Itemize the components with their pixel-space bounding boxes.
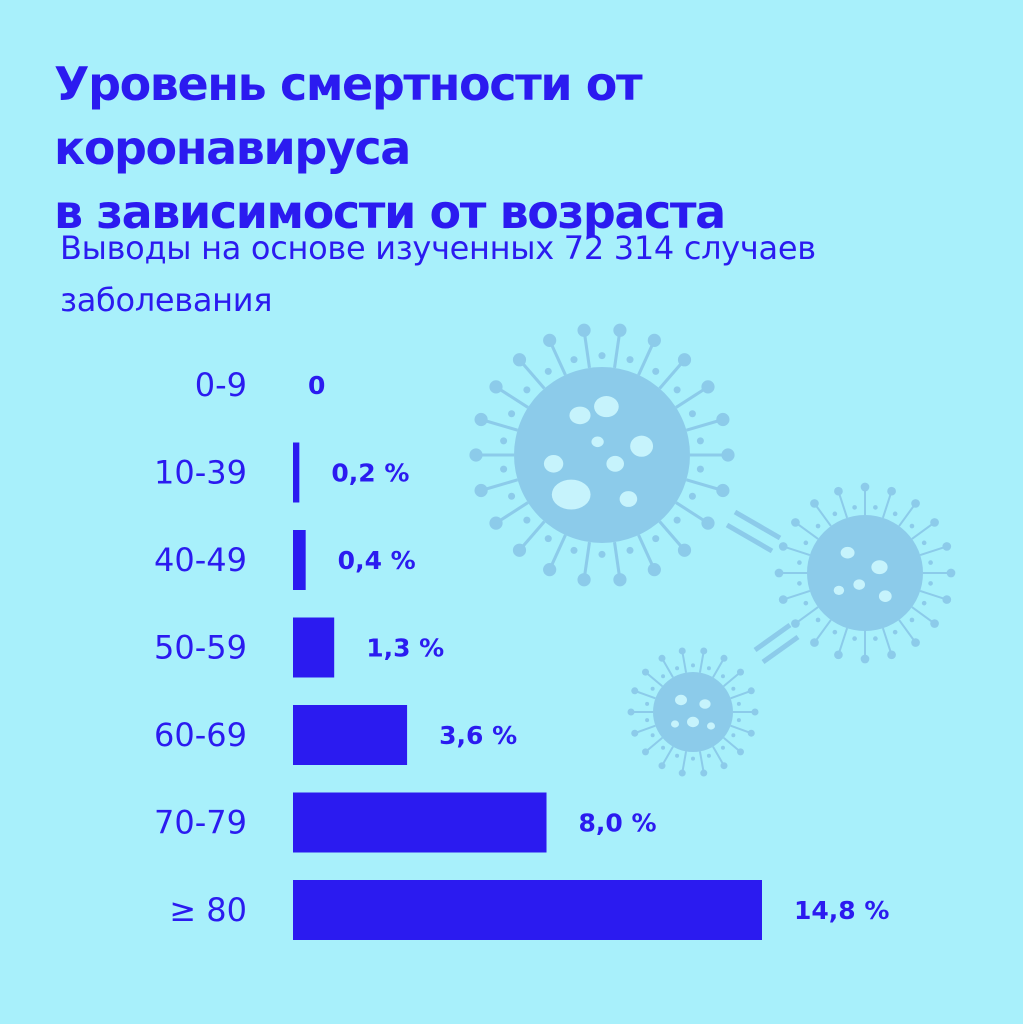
category-label: 0-9	[195, 366, 247, 404]
value-label: 0,2 %	[331, 459, 409, 488]
category-label: 10-39	[154, 454, 247, 492]
value-label: 8,0 %	[579, 809, 657, 838]
coronavirus-molecule-icon	[469, 323, 956, 777]
subtitle-line-1: Выводы на основе изученных 72 314 случае…	[60, 229, 816, 267]
title-line-1: Уровень смертности от коронавируса	[54, 57, 643, 175]
category-label: 50-59	[154, 629, 247, 667]
subtitle-line-2: заболевания	[60, 281, 273, 319]
value-label: 1,3 %	[366, 634, 444, 663]
category-label: 60-69	[154, 716, 247, 754]
virus-particle	[774, 482, 956, 664]
category-label: 40-49	[154, 541, 247, 579]
bar	[293, 705, 408, 765]
bar	[293, 617, 335, 678]
bar	[293, 792, 547, 853]
virus-particle	[469, 323, 735, 587]
category-label: ≥ 80	[169, 891, 247, 929]
value-label: 0	[308, 371, 325, 400]
value-label: 3,6 %	[439, 721, 517, 750]
title-line-2: в зависимости от возраста	[54, 185, 726, 239]
category-label: 70-79	[154, 804, 247, 842]
bar	[293, 530, 306, 590]
value-label: 14,8 %	[794, 896, 889, 925]
page-subtitle: Выводы на основе изученных 72 314 случае…	[60, 222, 960, 326]
value-label: 0,4 %	[338, 546, 416, 575]
bar	[293, 880, 762, 940]
page-title: Уровень смертности от коронавируса в зави…	[54, 52, 994, 244]
bar	[293, 442, 300, 503]
virus-particle	[627, 647, 759, 777]
